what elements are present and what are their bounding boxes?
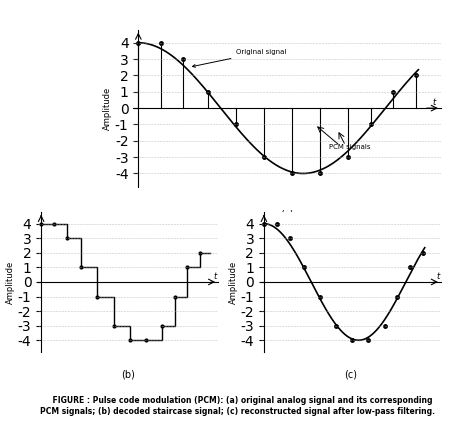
Text: (c): (c): [344, 369, 357, 379]
Text: t: t: [213, 272, 217, 281]
Text: Original signal: Original signal: [192, 49, 287, 67]
Y-axis label: Amplitude: Amplitude: [6, 260, 15, 304]
Text: (b): (b): [121, 369, 135, 379]
Text: FIGURE : Pulse code modulation (PCM): (a) original analog signal and its corresp: FIGURE : Pulse code modulation (PCM): (a…: [39, 396, 435, 416]
Y-axis label: Amplitude: Amplitude: [103, 86, 112, 130]
Text: t: t: [432, 98, 436, 107]
Text: PCM signals: PCM signals: [329, 144, 370, 150]
Text: (a): (a): [280, 210, 293, 220]
Y-axis label: Amplitude: Amplitude: [228, 260, 237, 304]
Text: t: t: [436, 272, 439, 281]
